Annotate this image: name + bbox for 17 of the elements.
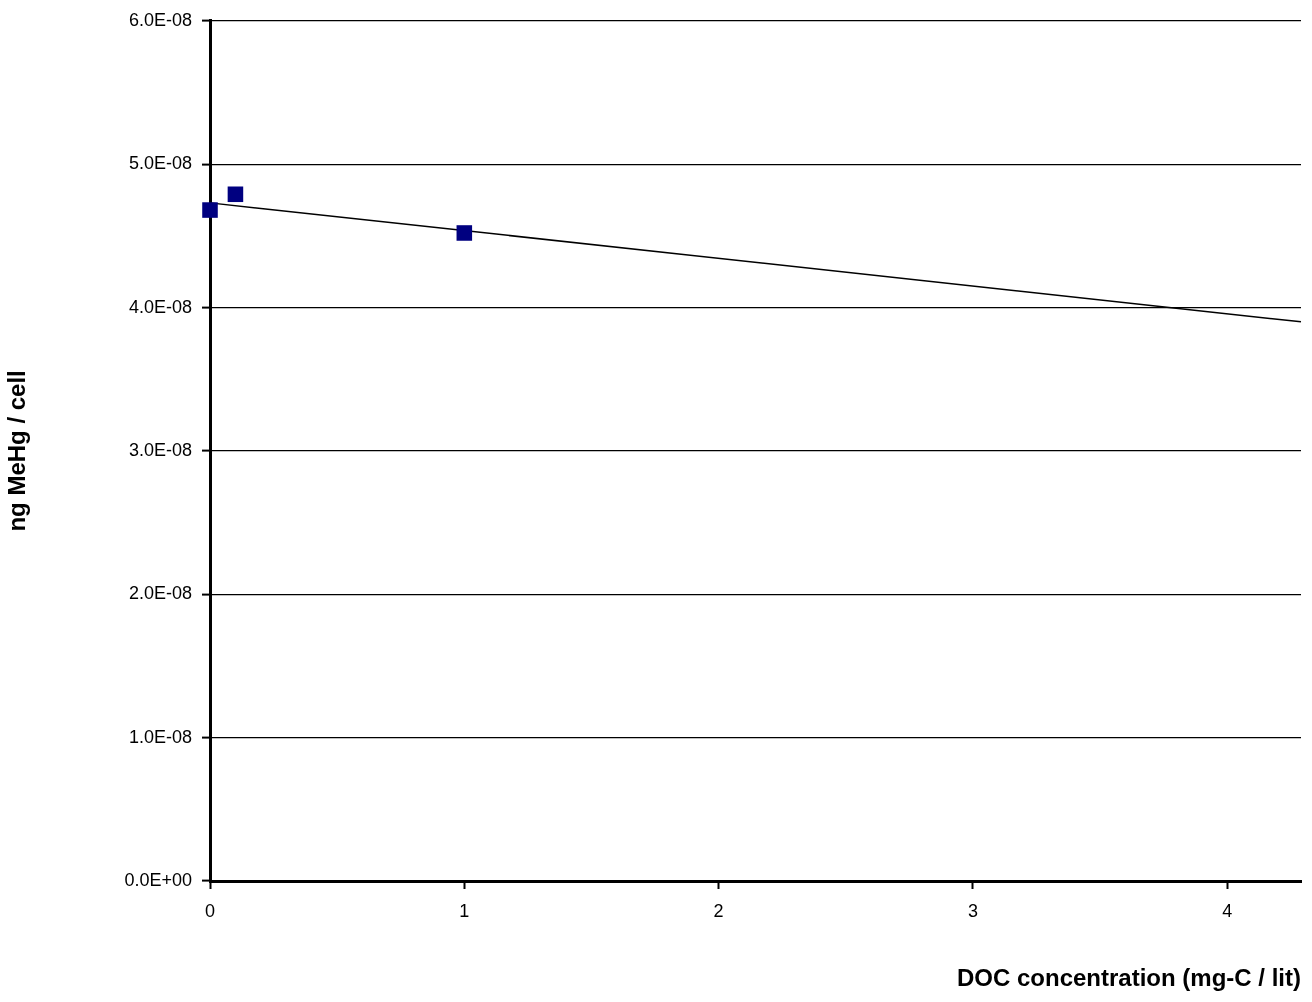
x-tick-label: 1 xyxy=(459,900,470,921)
y-tick-label: 0.0E+00 xyxy=(124,869,192,890)
point xyxy=(202,202,218,218)
point xyxy=(227,186,244,203)
y-tick-label: 5.0E-08 xyxy=(128,153,192,174)
y-tick-label: 6.0E-08 xyxy=(128,9,192,30)
x-tick-label: 0 xyxy=(204,900,216,921)
x-tick-label: 3 xyxy=(967,900,978,921)
y-tick-label: 4.0E-08 xyxy=(128,296,192,317)
y-axis-title: ng MeHg / cell xyxy=(3,370,31,532)
y-tick-label: 2.0E-08 xyxy=(128,583,192,604)
y-tick-label: 1.0E-08 xyxy=(128,726,192,747)
x-axis-title: DOC concentration (mg-C / lit) xyxy=(957,964,1301,992)
x-tick-label: 4 xyxy=(1222,900,1233,921)
x-tick-label: 2 xyxy=(713,900,724,921)
y-tick-label: 3.0E-08 xyxy=(128,439,192,460)
point xyxy=(456,225,473,241)
